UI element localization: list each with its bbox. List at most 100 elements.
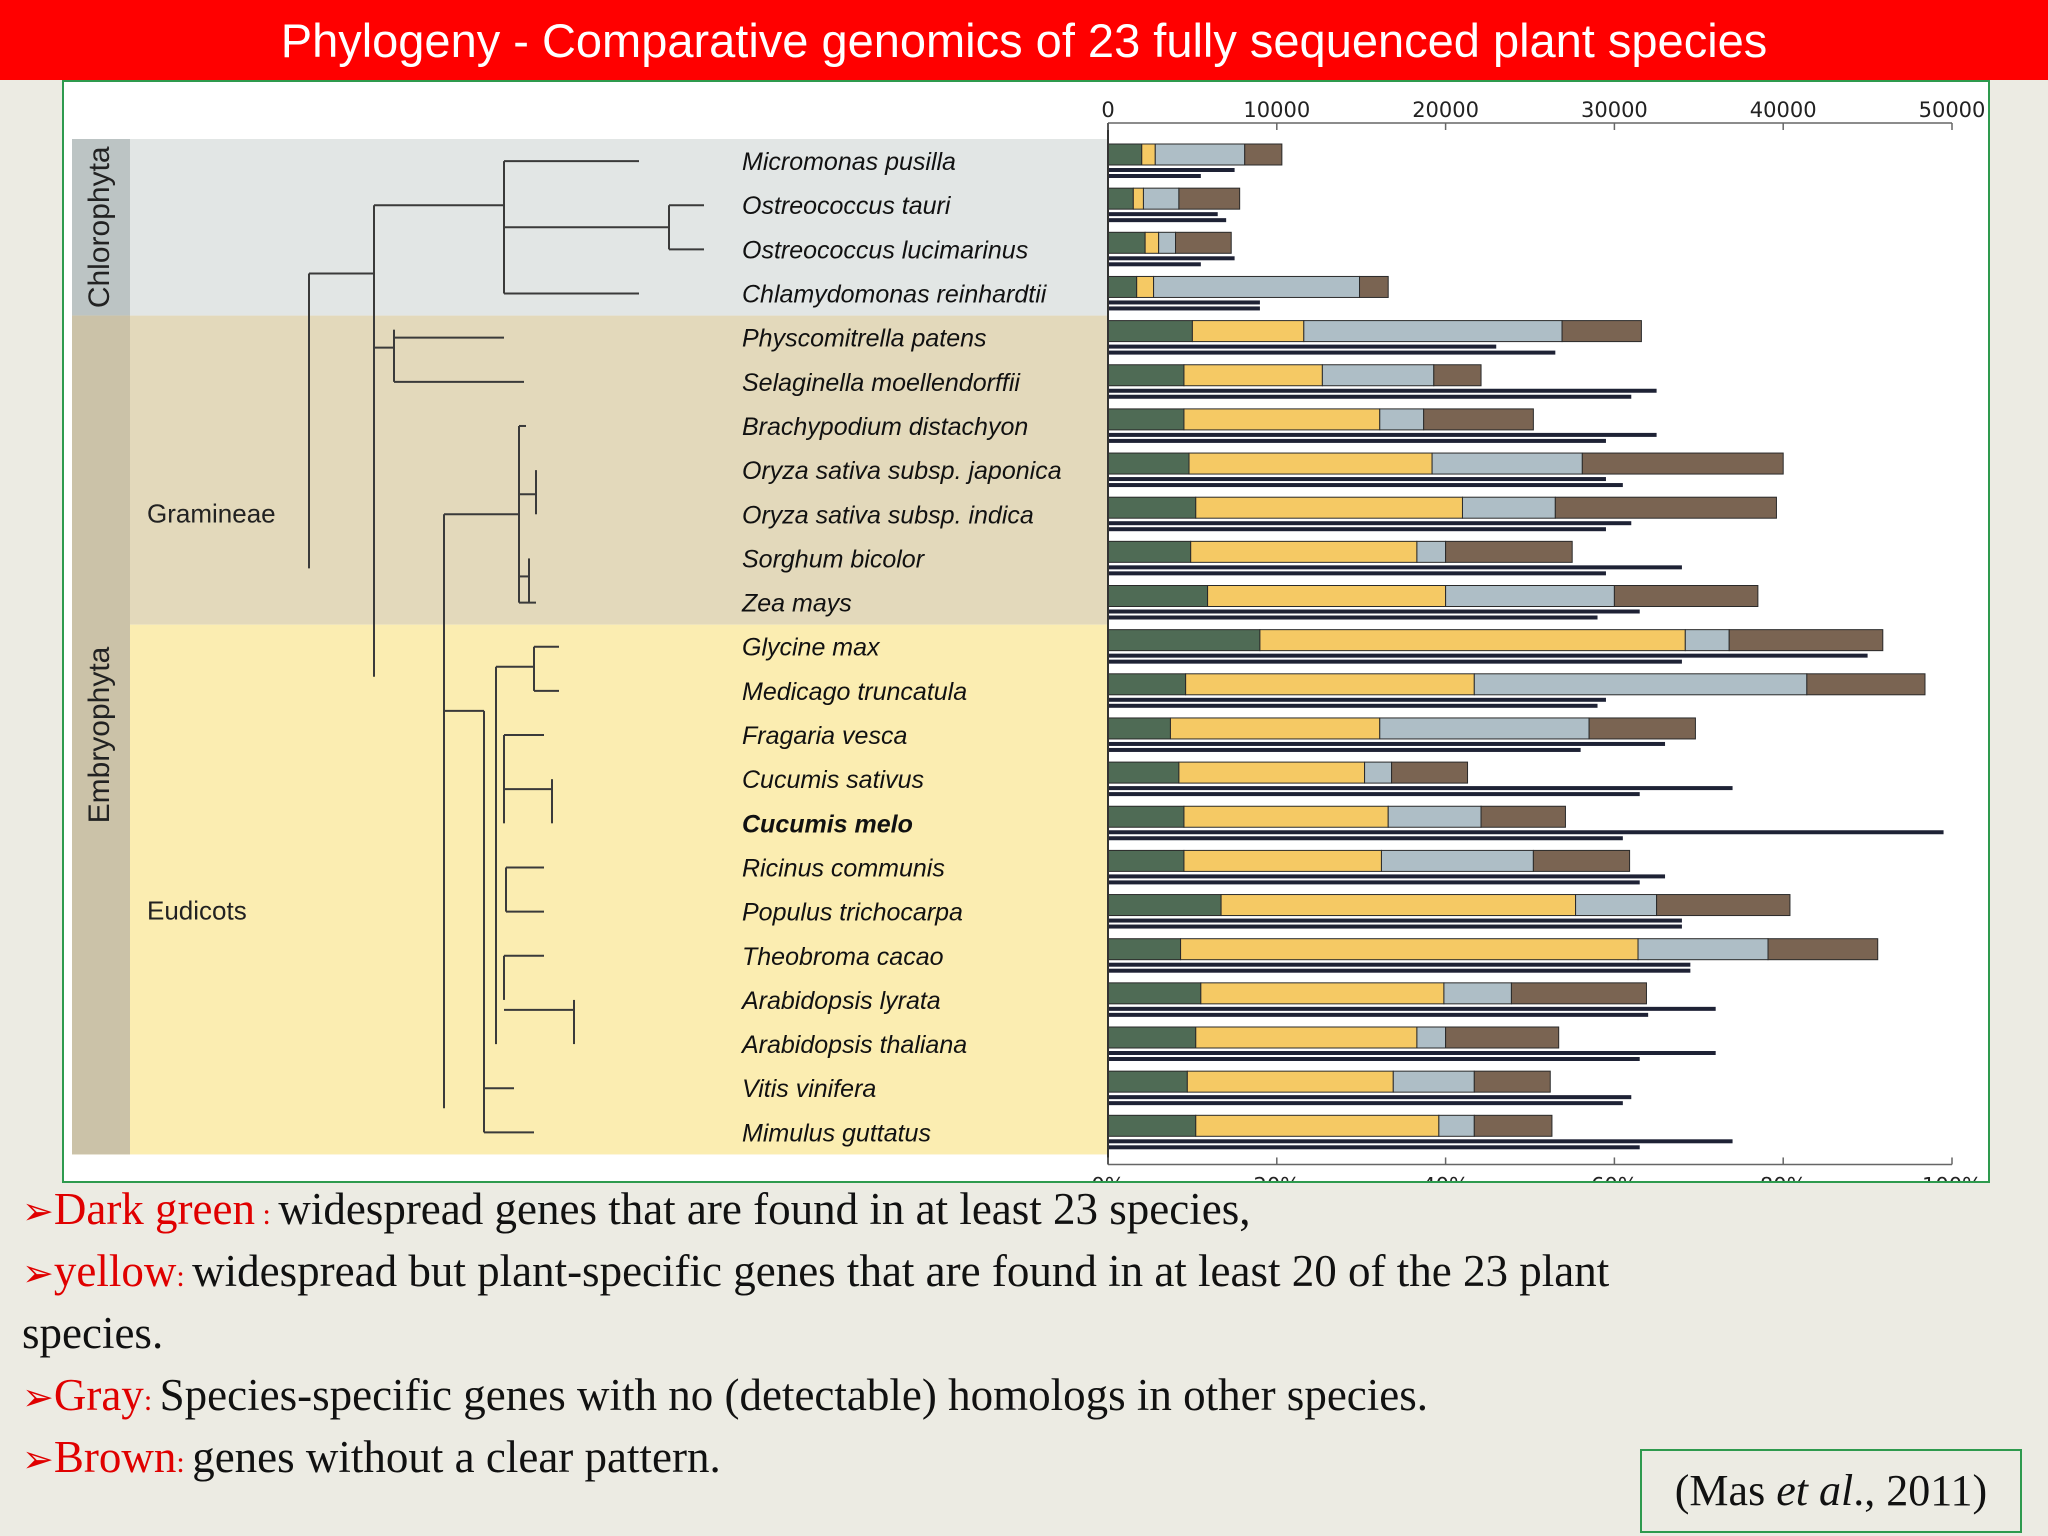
percent-line <box>1108 432 1657 437</box>
bar-segment <box>1473 1114 1553 1137</box>
bottom-tick-label: 60% <box>1591 1173 1638 1181</box>
bar-segment <box>1107 805 1185 828</box>
bar-segment <box>1169 717 1381 740</box>
species-label: Physcomitrella patens <box>742 325 987 353</box>
bar-segment <box>1183 805 1389 828</box>
figure-panel: Chlorophyta Embryophyta Gramineae Eudicots M… <box>62 80 1990 1183</box>
bar-segment <box>1416 1026 1447 1049</box>
bar-segment <box>1107 938 1182 961</box>
bar-segment <box>1379 408 1425 431</box>
legend-line-continuation: species. <box>22 1308 164 1358</box>
percent-line <box>1108 1139 1733 1144</box>
bar-segment <box>1480 805 1566 828</box>
bar-segment <box>1107 1026 1197 1049</box>
bar-segment <box>1684 629 1730 652</box>
bottom-tick-label: 0% <box>1091 1173 1124 1181</box>
species-label: Ostreococcus lucimarinus <box>742 236 1028 264</box>
gramineae-band <box>72 315 1108 625</box>
bar-segment <box>1244 143 1283 166</box>
percent-line <box>1108 565 1682 570</box>
percent-line <box>1108 968 1691 973</box>
legend-line-dark-green: ➢Dark green : widespread genes that are … <box>22 1184 1251 1234</box>
bar-segment <box>1637 938 1769 961</box>
bar-segment <box>1532 849 1631 872</box>
percent-line <box>1108 609 1640 614</box>
bar-segment <box>1431 452 1583 475</box>
percent-line <box>1108 697 1606 702</box>
percent-line <box>1108 388 1657 393</box>
bar-segment <box>1190 540 1418 563</box>
bar-segment <box>1575 894 1658 917</box>
bar-segment <box>1158 231 1177 254</box>
bar-segment <box>1416 540 1447 563</box>
percent-line <box>1108 521 1632 526</box>
bar-segment <box>1303 320 1563 343</box>
percent-line <box>1108 792 1640 797</box>
species-label: Ostreococcus tauri <box>742 192 952 220</box>
percent-line <box>1108 659 1682 664</box>
percent-line <box>1108 174 1201 178</box>
percent-line <box>1108 483 1623 488</box>
bar-segment <box>1220 894 1577 917</box>
percent-line <box>1108 527 1606 532</box>
bar-segment <box>1445 540 1573 563</box>
percent-line <box>1108 300 1260 305</box>
percent-line <box>1108 741 1666 746</box>
bar-segment <box>1379 717 1590 740</box>
percent-line <box>1108 615 1598 620</box>
percent-line <box>1108 924 1682 929</box>
bar-segment <box>1188 452 1433 475</box>
bar-segment <box>1588 717 1696 740</box>
top-tick-label: 10000 <box>1243 98 1310 122</box>
clade-label-embryophyta: Embryophyta <box>83 646 116 823</box>
bar-segment <box>1423 408 1534 431</box>
species-label: Cucumis sativus <box>742 766 924 794</box>
bar-segment <box>1183 408 1381 431</box>
species-label: Oryza sativa subsp. indica <box>742 501 1034 529</box>
percent-line <box>1108 874 1666 879</box>
bar-segment <box>1107 408 1185 431</box>
slide-title: Phylogeny - Comparative genomics of 23 f… <box>0 0 2048 80</box>
bar-segment <box>1154 143 1246 166</box>
bar-segment <box>1364 761 1393 784</box>
bar-segment <box>1107 275 1138 298</box>
legend-line-gray: ➢Gray: Species-specific genes with no (d… <box>22 1370 1429 1420</box>
bottom-tick-label: 40% <box>1422 1173 1469 1181</box>
bar-segment <box>1132 187 1144 210</box>
bar-segment <box>1183 364 1323 387</box>
percent-line <box>1108 350 1556 355</box>
top-tick-label: 20000 <box>1412 98 1479 122</box>
species-label: Arabidopsis lyrata <box>740 987 941 1015</box>
percent-line <box>1108 880 1640 885</box>
bar-segment <box>1195 1114 1440 1137</box>
percent-line <box>1108 571 1606 576</box>
bar-segment <box>1107 364 1185 387</box>
bar-segment <box>1445 585 1615 607</box>
bar-segment <box>1107 320 1193 343</box>
bottom-tick-label: 100% <box>1922 1173 1982 1181</box>
legend-line-brown: ➢Brown: genes without a clear pattern. <box>22 1432 721 1482</box>
top-tick-label: 30000 <box>1581 98 1648 122</box>
bar-segment <box>1185 673 1475 696</box>
phylogenetic-tree <box>308 160 704 1134</box>
percent-line <box>1108 703 1598 708</box>
bar-segment <box>1259 629 1686 652</box>
bar-segment <box>1195 496 1463 519</box>
bar-segment <box>1107 1070 1188 1093</box>
species-label: Cucumis melo <box>742 810 913 838</box>
species-label: Chlamydomonas reinhardtii <box>742 281 1048 309</box>
percent-line <box>1108 1101 1623 1106</box>
bar-segment <box>1186 1070 1394 1093</box>
bar-segment <box>1510 982 1647 1005</box>
percent-line <box>1108 918 1682 923</box>
bullet-arrow-icon: ➢ <box>22 1253 54 1295</box>
bar-segment <box>1473 1070 1551 1093</box>
eudicots-band <box>72 624 1108 1155</box>
bar-segment <box>1380 849 1534 872</box>
bar-segment <box>1391 761 1469 784</box>
bar-segment <box>1144 231 1160 254</box>
percent-line <box>1108 653 1868 658</box>
legend-line-yellow: ➢yellow: widespread but plant-specific g… <box>22 1246 1610 1296</box>
percent-line <box>1108 344 1497 349</box>
bar-segment <box>1107 673 1187 696</box>
